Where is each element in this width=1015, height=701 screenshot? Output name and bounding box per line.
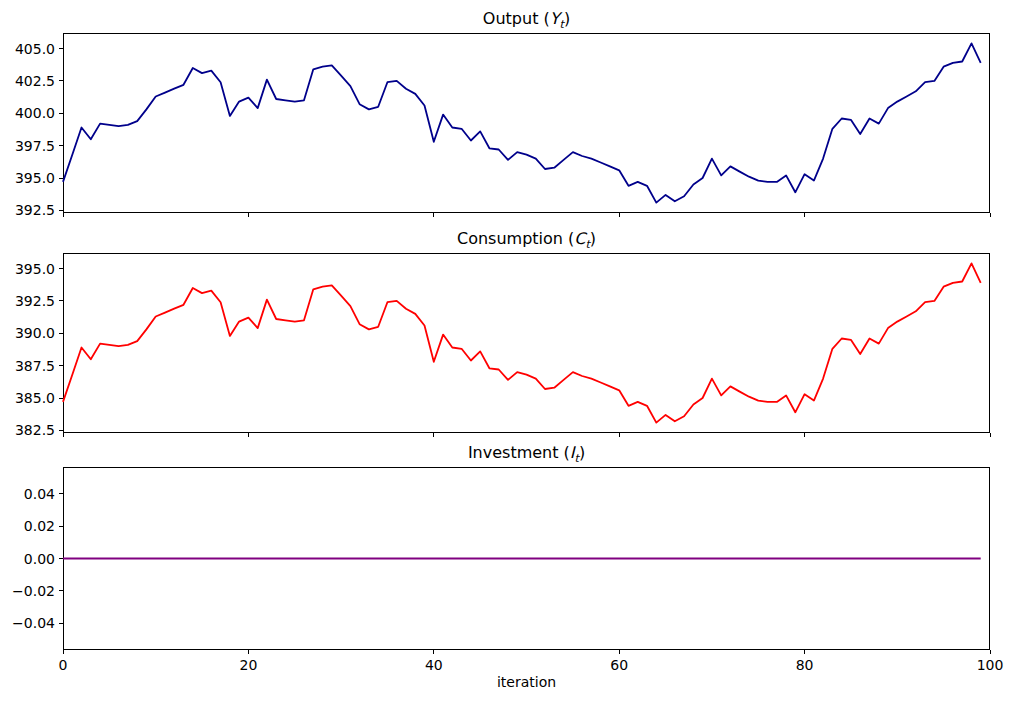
y-tick-label: 397.5 [0,137,55,155]
y-tick-label: −0.04 [0,614,55,632]
y-tick-label: 0.04 [0,485,55,503]
title-text: Consumption ( [457,229,574,248]
consumption-line [63,263,981,422]
chart-title-investment: Investment (It) [63,443,990,462]
y-tick-label: −0.02 [0,582,55,600]
figure: Output (Yt) Consumption (Ct) Investment … [0,0,1015,701]
title-variable: Y [550,9,560,28]
x-tick-label: 60 [597,656,641,674]
output-line [63,43,981,202]
plot-canvas [0,0,1015,701]
y-tick-label: 0.02 [0,517,55,535]
title-text: ) [579,443,585,462]
title-text: ) [590,229,596,248]
y-tick-label: 395.0 [0,260,55,278]
x-axis-label: iteration [63,674,990,690]
title-text: ) [564,9,570,28]
consumption-axes-frame [64,254,990,433]
y-tick-label: 405.0 [0,40,55,58]
x-tick-label: 0 [41,656,85,674]
chart-title-consumption: Consumption (Ct) [63,229,990,248]
output-axes-frame [64,34,990,213]
chart-title-output: Output (Yt) [63,9,990,28]
title-text: Output ( [483,9,550,28]
y-tick-label: 395.0 [0,169,55,187]
y-tick-label: 400.0 [0,104,55,122]
y-tick-label: 385.0 [0,389,55,407]
y-tick-label: 402.5 [0,72,55,90]
x-tick-label: 40 [412,656,456,674]
title-text: Investment ( [468,443,570,462]
y-tick-label: 387.5 [0,357,55,375]
y-tick-label: 382.5 [0,421,55,439]
y-tick-label: 392.5 [0,201,55,219]
x-tick-label: 100 [968,656,1012,674]
y-tick-label: 392.5 [0,292,55,310]
x-tick-label: 80 [783,656,827,674]
x-tick-label: 20 [226,656,270,674]
title-variable: C [574,229,585,248]
y-tick-label: 0.00 [0,550,55,568]
y-tick-label: 390.0 [0,324,55,342]
